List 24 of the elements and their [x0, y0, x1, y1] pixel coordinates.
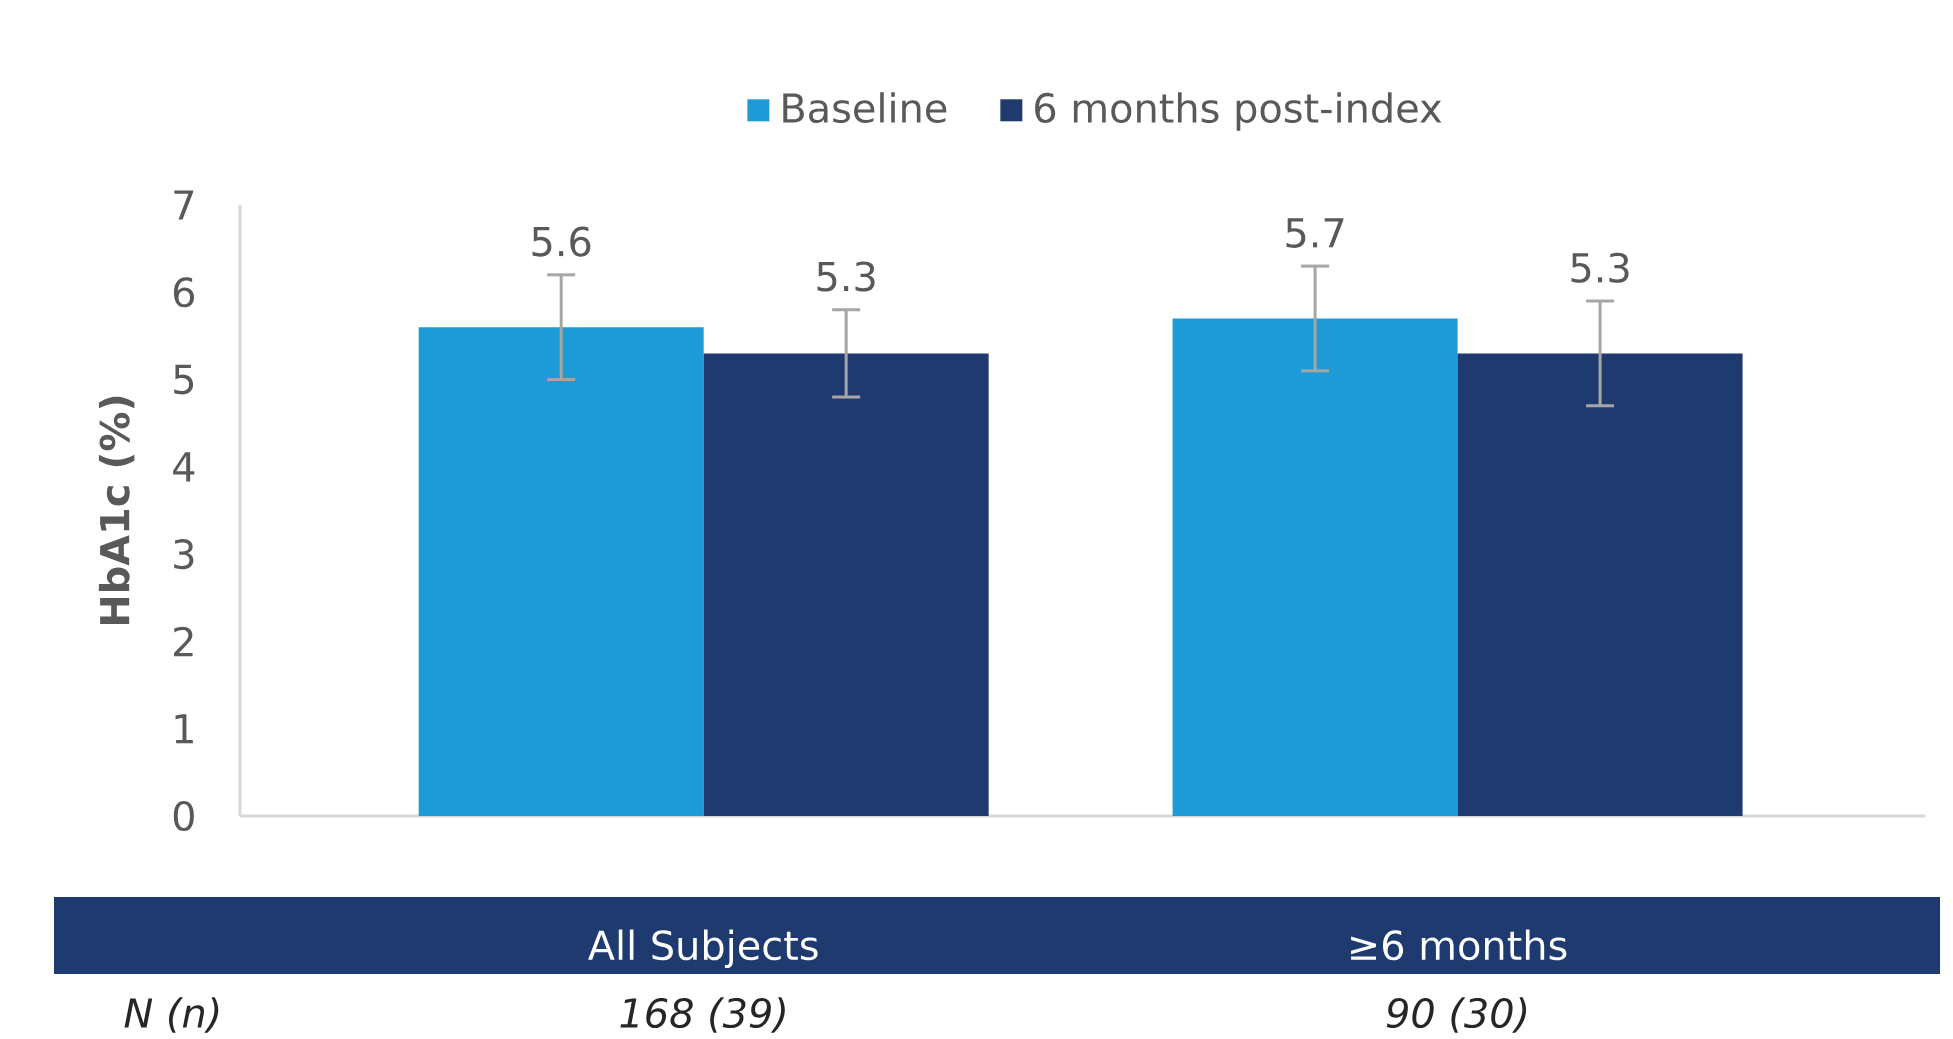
text: 168 (39) — [620, 997, 785, 1033]
x-tick-label: ≥6 months — [1351, 929, 1567, 961]
y-tick-label: 3 — [174, 539, 194, 570]
y-tick-label: 5 — [174, 364, 194, 395]
y-tick-label: 0 — [173, 800, 194, 832]
y-tick-label: 7 — [174, 190, 194, 220]
bar — [703, 353, 989, 817]
text: N (n) — [124, 997, 219, 1033]
x-tick-label: All Subjects — [588, 929, 818, 969]
y-tick-label: 1 — [175, 714, 193, 744]
data-label: 5.6 — [532, 226, 591, 257]
y-tick-label: 6 — [173, 277, 195, 308]
legend-label: 6 months post-index — [1035, 92, 1442, 131]
y-tick-label: 2 — [174, 626, 193, 657]
bar — [418, 327, 704, 817]
data-label: 5.7 — [1286, 218, 1344, 248]
y-axis-title: HbA1c (%) — [98, 396, 135, 624]
text: 90 (30) — [1386, 997, 1527, 1033]
legend-label: Baseline — [783, 92, 947, 124]
y-tick-label: 4 — [173, 452, 195, 482]
bar — [1457, 353, 1743, 817]
bar — [1172, 318, 1458, 817]
data-label: 5.3 — [817, 261, 875, 292]
data-label: 5.3 — [1571, 252, 1629, 283]
